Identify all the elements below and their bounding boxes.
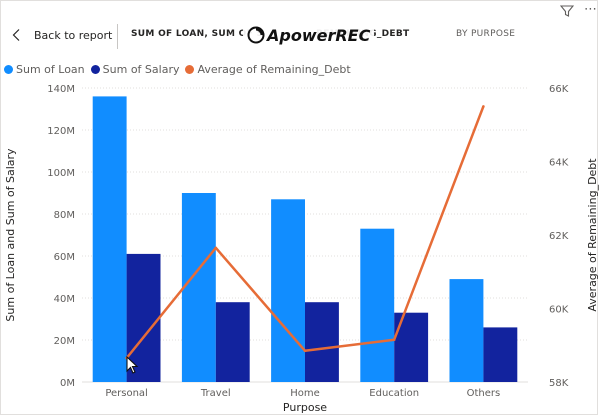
focus-mode-header: Back to report SUM OF LOAN, SUM OF S REM…	[0, 20, 600, 50]
y2-axis-title: Average of Remaining_Debt	[586, 158, 599, 312]
x-tick-label: Education	[369, 388, 419, 399]
recorder-watermark-text: ApowerREC	[267, 25, 371, 45]
bar-loan[interactable]	[360, 228, 395, 382]
x-tick-label: Others	[467, 388, 501, 399]
x-tick-label: Travel	[200, 388, 231, 399]
y2-tick-label: 64K	[549, 158, 569, 169]
y2-tick-label: 60K	[549, 305, 569, 316]
back-to-report-label: Back to report	[34, 28, 113, 42]
recorder-logo-icon	[247, 26, 265, 44]
y2-tick-label: 66K	[549, 84, 569, 95]
visual-title: SUM OF LOAN, SUM OF S	[131, 29, 264, 39]
bar-salary[interactable]	[126, 253, 161, 382]
y-tick-label: 100M	[47, 168, 75, 179]
right-axis-ticks: 58K 60K 62K 64K 66K	[549, 84, 569, 389]
left-axis-ticks: 0M 20M 40M 60M 80M 100M 120M 140M	[47, 84, 75, 389]
more-options-icon[interactable]: ⋯	[584, 2, 597, 17]
y-tick-label: 20M	[54, 336, 75, 347]
line-point	[214, 246, 218, 250]
legend-marker-remaining-debt	[185, 64, 195, 74]
bar-salary[interactable]	[305, 302, 339, 382]
x-tick-label: Home	[290, 388, 320, 399]
mouse-cursor-icon	[126, 355, 139, 374]
legend-label-loan: Sum of Loan	[16, 62, 85, 76]
line-point	[482, 105, 485, 108]
legend-label-remaining-debt: Average of Remaining_Debt	[197, 62, 351, 76]
chart-legend: Sum of Loan Sum of Salary Average of Rem…	[4, 62, 357, 76]
y-tick-label: 120M	[47, 126, 75, 137]
x-axis-title: Purpose	[283, 401, 327, 414]
y-tick-label: 140M	[47, 84, 75, 95]
y2-tick-label: 62K	[549, 231, 569, 242]
visual-subtitle: BY PURPOSE	[456, 29, 516, 39]
bar-salary[interactable]	[483, 327, 518, 382]
category-axis-ticks: Personal Travel Home Education Others	[105, 388, 500, 399]
legend-label-salary: Sum of Salary	[102, 62, 180, 76]
y2-tick-label: 58K	[549, 378, 569, 389]
filter-icon[interactable]	[560, 4, 574, 18]
legend-item-salary[interactable]: Sum of Salary	[90, 62, 180, 76]
x-tick-label: Personal	[105, 388, 148, 399]
header-divider	[117, 24, 118, 49]
visual-header-bar: ⋯	[0, 0, 600, 20]
legend-item-loan[interactable]: Sum of Loan	[4, 63, 85, 76]
y-tick-label: 80M	[54, 210, 75, 221]
bar-loan[interactable]	[92, 96, 127, 383]
bar-loan[interactable]	[449, 279, 484, 382]
y-tick-label: 0M	[60, 378, 75, 389]
y-tick-label: 60M	[54, 252, 75, 263]
y-tick-label: 40M	[54, 294, 75, 305]
line-point	[303, 349, 307, 353]
bar-salary[interactable]	[215, 302, 250, 382]
legend-marker-loan	[4, 64, 13, 74]
bar-loan[interactable]	[181, 193, 216, 382]
bar-loan[interactable]	[271, 199, 305, 382]
y-axis-title: Sum of Loan and Sum of Salary	[4, 148, 17, 322]
recorder-watermark: ApowerREC	[243, 24, 375, 46]
chart-bars[interactable]	[92, 96, 518, 383]
legend-marker-salary	[90, 64, 100, 74]
back-to-report-button[interactable]: Back to report	[10, 25, 112, 45]
chevron-left-icon	[12, 29, 20, 41]
line-point	[392, 338, 396, 342]
legend-item-remaining-debt[interactable]: Average of Remaining_Debt	[185, 62, 351, 76]
